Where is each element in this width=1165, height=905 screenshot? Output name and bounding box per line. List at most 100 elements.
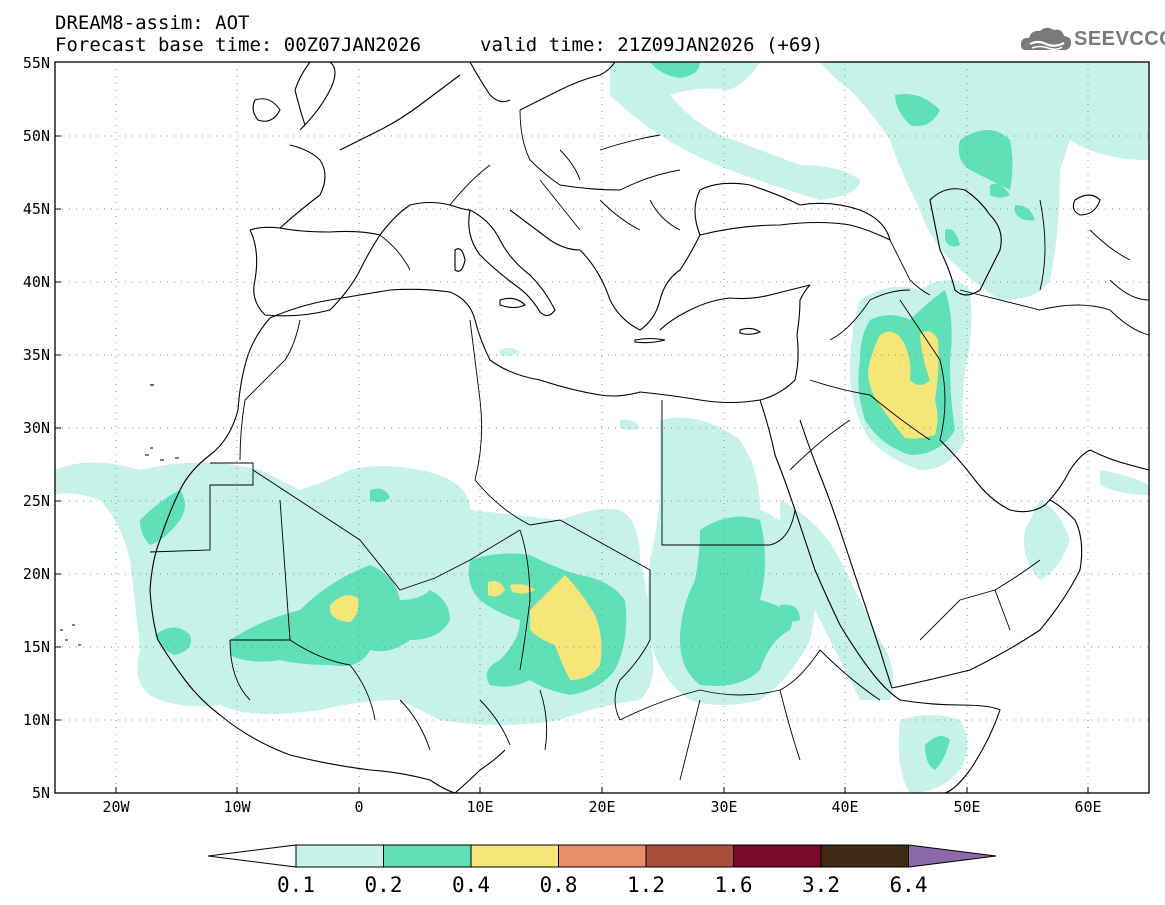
logo-text: SEEVCCC (1074, 28, 1165, 50)
sardinia (454, 248, 466, 272)
lon-tick-label: 10W (223, 798, 251, 816)
colorbar-segment (733, 844, 822, 868)
colorbar-label: 1.6 (715, 873, 753, 897)
colorbar-segment (820, 844, 909, 868)
horn-africa (899, 699, 1001, 793)
cloud-icon (1020, 27, 1072, 51)
lon-tick-labels: 20W 10W 0 10E 20E 30E 40E 50E 60E (102, 798, 1101, 816)
country-borders (149, 109, 1149, 781)
aot-contours (55, 62, 1149, 793)
map-title: DREAM8-assim: AOT (55, 12, 250, 34)
western-sahara (149, 462, 254, 553)
turkey-south (659, 284, 811, 331)
colorbar-label: 6.4 (890, 873, 928, 897)
lon-tick-label: 50E (953, 798, 980, 816)
colorbar-segment (645, 844, 734, 868)
baltic (519, 62, 616, 111)
aot-senegal-mid (155, 627, 191, 655)
red-sea-east (799, 419, 893, 689)
algeria-libya (469, 319, 651, 571)
turkey-east (889, 239, 931, 296)
valid-time: valid time: 21Z09JAN2026 (+69) (480, 34, 824, 56)
aot-arabia-light (1024, 500, 1070, 580)
iran-coast (1089, 449, 1149, 471)
west-africa-borders (229, 639, 548, 751)
lat-tick-label: 5N (32, 784, 50, 802)
france-atlantic (279, 144, 326, 229)
colorbar-label: 0.2 (365, 873, 403, 897)
canaries (145, 447, 179, 461)
colorbar-over-triangle (908, 844, 997, 868)
colorbar-label: 0.1 (277, 873, 315, 897)
colorbar-segment (295, 844, 384, 868)
iberia-coast (249, 226, 381, 317)
niger-chad (519, 529, 531, 671)
cape-verde (60, 624, 81, 646)
aot-gulf-light (1100, 470, 1149, 495)
lon-tick-label: 0 (354, 798, 363, 816)
chad-sudan (614, 570, 651, 721)
greece-coast (579, 234, 701, 331)
lat-tick-label: 45N (23, 200, 50, 218)
aot-chad-high (530, 575, 602, 680)
saudi-borders (789, 379, 931, 471)
arabia-south (891, 499, 1083, 689)
coastlines (60, 62, 1149, 793)
morocco-algeria (239, 319, 301, 461)
levant-coast (796, 284, 811, 336)
red-sea-west (759, 399, 901, 701)
central-asia-borders (1039, 199, 1149, 301)
aot-somalia-mid (925, 736, 950, 770)
aot-russia-mid (895, 94, 940, 126)
aot-kazakh-mid (958, 130, 1013, 190)
lat-tick-labels: 5N 10N 15N 20N 25N 30N 35N 40N 45N 50N 5… (23, 54, 50, 802)
mali-niger (399, 529, 521, 591)
seevccc-logo (1018, 22, 1158, 58)
colorbar-segment (383, 844, 472, 868)
iran-borders (959, 289, 1149, 336)
east-africa-borders (679, 649, 881, 781)
sudan-south (619, 649, 821, 721)
gulf-of-guinea (454, 749, 506, 793)
lat-tick-label: 25N (23, 492, 50, 510)
sicily (499, 297, 526, 309)
european-borders (379, 109, 681, 271)
france-coast (379, 201, 471, 236)
lat-tick-label: 40N (23, 273, 50, 291)
colorbar-segment (558, 844, 647, 868)
lat-tick-label: 10N (23, 711, 50, 729)
aot-caspian-light (820, 62, 1149, 300)
lat-tick-label: 55N (23, 54, 50, 72)
lon-tick-label: 10E (466, 798, 493, 816)
aot-europe-light (610, 62, 860, 200)
cyprus (739, 327, 762, 335)
colorbar-under-triangle (207, 844, 297, 868)
lat-tick-label: 30N (23, 419, 50, 437)
colorbar-segment (470, 844, 559, 868)
aral-sea (1072, 194, 1101, 216)
aot-mali-high (330, 595, 359, 622)
lat-tick-label: 15N (23, 638, 50, 656)
scandinavia (469, 62, 511, 103)
crete (634, 337, 666, 344)
adriatic-east (509, 209, 581, 251)
aot-niger-high (488, 581, 505, 597)
britain (294, 62, 336, 131)
colorbar-label: 0.8 (540, 873, 578, 897)
black-sea-north (694, 182, 891, 241)
colorbar-label: 0.4 (452, 873, 490, 897)
ireland (252, 98, 281, 122)
egypt-sudan (662, 509, 796, 546)
yemen-oman (919, 559, 1041, 641)
lon-tick-label: 20E (588, 798, 615, 816)
africa-west-coast (149, 317, 456, 793)
lat-tick-label: 35N (23, 346, 50, 364)
iraq-borders (829, 289, 946, 441)
lon-tick-label: 20W (102, 798, 130, 816)
aot-iraq-high (868, 331, 939, 439)
colorbar-label: 3.2 (802, 873, 840, 897)
italy-coast (468, 209, 556, 317)
forecast-base-time: Forecast base time: 00Z07JAN2026 (55, 34, 422, 56)
lat-tick-label: 20N (23, 565, 50, 583)
